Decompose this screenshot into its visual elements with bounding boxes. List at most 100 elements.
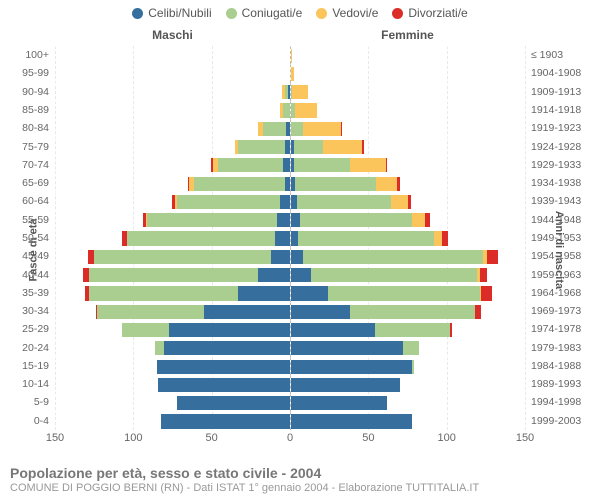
age-axis: 100+95-9990-9485-8980-8475-7970-7465-696… [0,46,53,430]
bar-segment [375,323,450,337]
male-half [55,211,291,229]
legend-swatch [316,8,327,19]
female-half [291,394,526,412]
pyramid-row [55,119,525,137]
birth-year-tick: 1904-1908 [527,64,600,82]
gender-headers: Maschi Femmine [55,28,525,42]
bar-segment [291,396,388,410]
female-half [291,46,526,64]
pyramid-row [55,229,525,247]
legend-swatch [132,8,143,19]
female-half [291,302,526,320]
bar-segment [311,268,477,282]
pyramid-row [55,211,525,229]
legend-label: Divorziati/e [408,6,467,20]
bar-segment [218,158,284,172]
bar-segment [155,341,164,355]
bar-segment [386,158,388,172]
birth-year-tick: 1949-1953 [527,229,600,247]
male-half [55,64,291,82]
age-tick: 10-14 [0,375,53,393]
chart-subtitle: COMUNE DI POGGIO BERNI (RN) - Dati ISTAT… [10,482,590,494]
male-half [55,357,291,375]
bar-segment [412,360,414,374]
bar-segment [291,341,404,355]
bar-segment [275,231,289,245]
header-females: Femmine [290,28,525,42]
bar-segment [286,122,289,136]
pyramid-row [55,174,525,192]
bar-segment [291,305,350,319]
female-half [291,284,526,302]
age-tick: 50-54 [0,229,53,247]
female-half [291,375,526,393]
bar-segment [147,213,277,227]
bar-segment [280,195,289,209]
birth-year-tick: 1929-1933 [527,156,600,174]
pyramid-row [55,375,525,393]
birth-year-tick: 1909-1913 [527,83,600,101]
pyramid-row [55,357,525,375]
birth-year-tick: 1989-1993 [527,375,600,393]
birth-year-tick: 1994-1998 [527,393,600,411]
bar-segment [277,213,290,227]
pyramid-row [55,137,525,155]
legend-label: Vedovi/e [332,6,378,20]
bar-segment [291,286,329,300]
birth-year-tick: ≤ 1903 [527,46,600,64]
pyramid-row [55,46,525,64]
bar-segment [291,268,311,282]
bar-segment [291,323,375,337]
legend-label: Coniugati/e [242,6,303,20]
bar-segment [391,195,408,209]
female-half [291,101,526,119]
age-tick: 100+ [0,46,53,64]
female-half [291,211,526,229]
pyramid-row [55,266,525,284]
chart-title: Popolazione per età, sesso e stato civil… [10,465,590,481]
bar-segment [362,140,364,154]
female-half [291,137,526,155]
age-tick: 55-59 [0,211,53,229]
bar-segment [323,140,362,154]
bar-segment [403,341,419,355]
bar-segment [350,158,386,172]
female-half [291,229,526,247]
bar-segment [291,49,293,63]
bar-segment [238,286,290,300]
age-tick: 70-74 [0,156,53,174]
male-half [55,156,291,174]
legend-swatch [226,8,237,19]
bar-segment [263,122,286,136]
bar-segment [97,305,203,319]
bar-segment [177,195,280,209]
male-half [55,229,291,247]
bar-segment [480,268,488,282]
bar-segment [425,213,430,227]
birth-year-tick: 1924-1928 [527,137,600,155]
grid-line [525,46,526,430]
bar-segment [89,286,238,300]
population-pyramid-chart: Celibi/NubiliConiugati/eVedovi/eDivorzia… [0,0,600,500]
birth-year-tick: 1959-1963 [527,265,600,283]
bar-segment [291,231,299,245]
bar-segment [127,231,276,245]
male-half [55,192,291,210]
bar-segment [89,268,258,282]
age-tick: 60-64 [0,192,53,210]
bar-segment [283,158,289,172]
bar-segment [291,414,413,428]
bar-segment [158,378,289,392]
age-tick: 95-99 [0,64,53,82]
age-tick: 85-89 [0,101,53,119]
x-tick: 150 [516,432,534,444]
bar-segment [294,140,324,154]
male-half [55,46,291,64]
legend-item: Divorziati/e [392,6,467,20]
female-half [291,357,526,375]
x-axis: 15010050050100150 [55,432,525,446]
bar-segment [487,250,498,264]
bar-segment [194,177,285,191]
bar-segment [397,177,400,191]
age-tick: 5-9 [0,393,53,411]
